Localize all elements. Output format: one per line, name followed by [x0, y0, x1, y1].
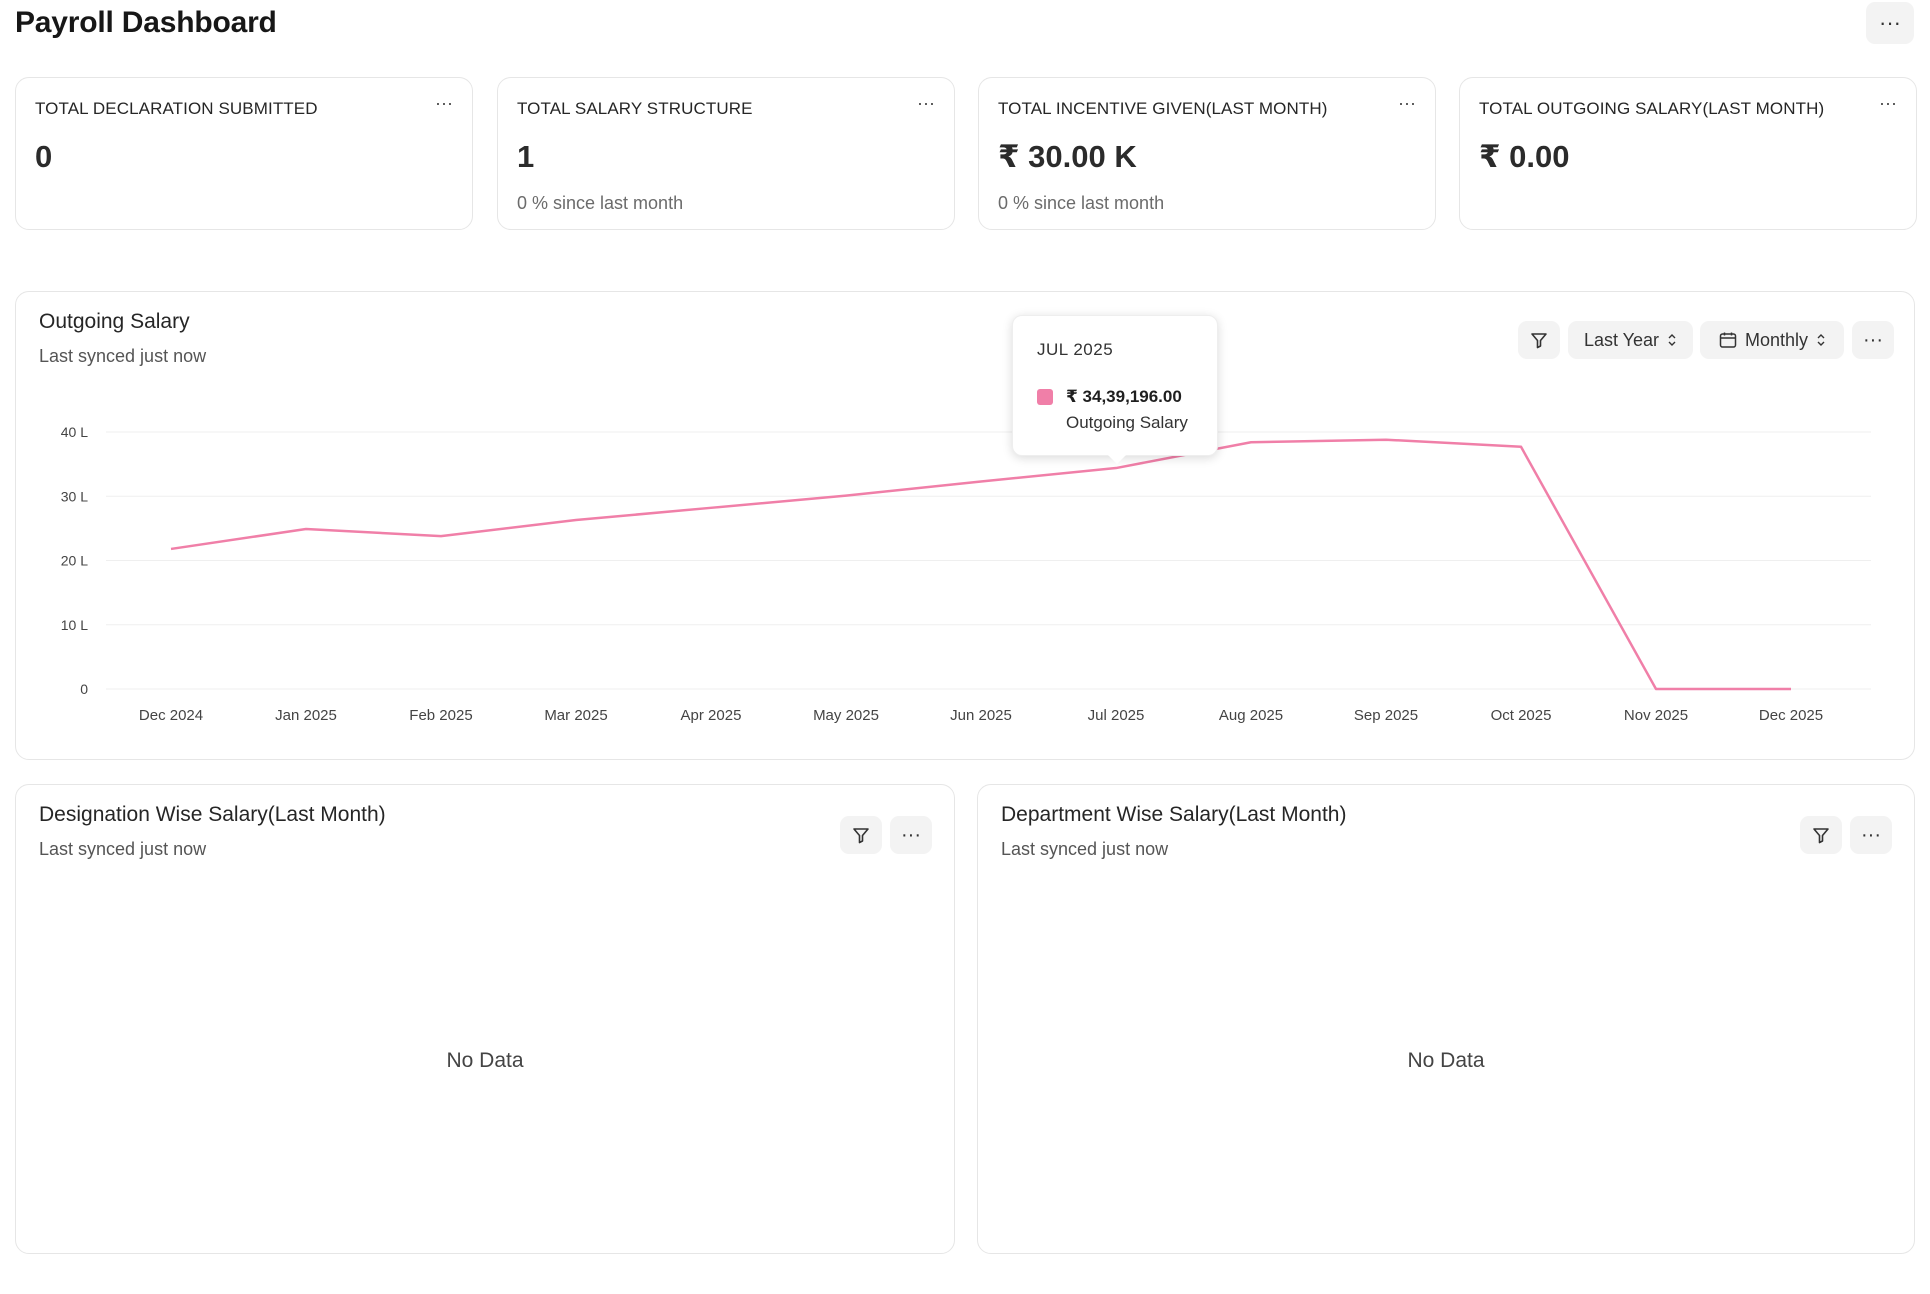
stat-label: TOTAL DECLARATION SUBMITTED: [35, 99, 318, 118]
interval-select[interactable]: Monthly: [1700, 321, 1844, 359]
tooltip-series-name: Outgoing Salary: [1066, 413, 1188, 432]
stat-label: TOTAL OUTGOING SALARY(LAST MONTH): [1479, 99, 1825, 118]
tooltip-pointer: [1108, 455, 1126, 464]
page-more-button[interactable]: ···: [1866, 2, 1914, 44]
x-tick-label: Aug 2025: [1219, 707, 1283, 724]
sort-chevrons-icon: [1668, 334, 1676, 346]
stat-value: ₹ 0.00: [1479, 139, 1570, 174]
x-tick-label: Mar 2025: [544, 707, 607, 724]
stat-card-incentive: TOTAL INCENTIVE GIVEN(LAST MONTH) ··· ₹ …: [978, 77, 1436, 230]
stat-card-declaration: TOTAL DECLARATION SUBMITTED ··· 0: [15, 77, 473, 230]
x-tick-label: Dec 2024: [139, 707, 203, 724]
stat-value: ₹ 30.00 K: [998, 139, 1137, 174]
filter-icon: [1531, 333, 1547, 349]
y-tick-label: 20 L: [61, 553, 88, 569]
series-line-outgoing-salary: [170, 438, 1791, 691]
outgoing-salary-line-chart: 0 10 L 20 L 30 L 40 L Dec 2024 Jan 2025 Feb 202…: [61, 424, 1871, 724]
x-tick-label: Nov 2025: [1624, 707, 1688, 724]
y-tick-label: 10 L: [61, 617, 88, 633]
stat-more-button[interactable]: ···: [1398, 93, 1416, 113]
chart-title: Outgoing Salary: [39, 310, 190, 333]
tooltip-value: ₹ 34,39,196.00: [1066, 387, 1182, 406]
stat-card-outgoing: TOTAL OUTGOING SALARY(LAST MONTH) ··· ₹ …: [1459, 77, 1917, 230]
interval-label: Monthly: [1744, 329, 1809, 350]
y-tick-label: 30 L: [61, 488, 88, 504]
x-tick-label: Jan 2025: [275, 707, 337, 724]
stat-change: 0 % since last month: [998, 193, 1165, 213]
stat-more-button[interactable]: ···: [1879, 93, 1897, 113]
stat-more-button[interactable]: ···: [435, 93, 453, 113]
sort-chevrons-icon: [1817, 334, 1825, 346]
stat-label: TOTAL INCENTIVE GIVEN(LAST MONTH): [998, 99, 1328, 118]
department-salary-card: Department Wise Salary(Last Month) Last …: [977, 784, 1915, 1254]
last-synced-text: Last synced just now: [39, 346, 207, 366]
filter-button[interactable]: [840, 816, 882, 854]
x-tick-label: May 2025: [813, 707, 879, 724]
y-tick-label: 40 L: [61, 424, 88, 440]
calendar-icon: [1719, 332, 1737, 348]
stat-more-button[interactable]: ···: [917, 93, 935, 113]
card-title: Designation Wise Salary(Last Month): [39, 803, 386, 826]
chart-more-button[interactable]: ···: [1852, 321, 1894, 359]
x-tick-label: Apr 2025: [681, 707, 742, 724]
stat-card-salary-structure: TOTAL SALARY STRUCTURE ··· 1 0 % since l…: [497, 77, 955, 230]
x-tick-label: Oct 2025: [1491, 707, 1552, 724]
filter-icon: [1813, 828, 1829, 844]
filter-button[interactable]: [1800, 816, 1842, 854]
filter-button[interactable]: [1518, 321, 1560, 359]
designation-salary-card: Designation Wise Salary(Last Month) Last…: [15, 784, 955, 1254]
no-data-text: No Data: [446, 1049, 524, 1072]
tooltip-series-swatch: [1037, 389, 1053, 405]
x-tick-label: Dec 2025: [1759, 707, 1823, 724]
last-synced-text: Last synced just now: [39, 839, 207, 859]
x-tick-label: Sep 2025: [1354, 707, 1418, 724]
stat-value: 1: [517, 139, 535, 174]
x-tick-label: Jul 2025: [1088, 707, 1145, 724]
last-synced-text: Last synced just now: [1001, 839, 1169, 859]
date-range-select[interactable]: Last Year: [1568, 321, 1693, 359]
page-title: Payroll Dashboard: [15, 6, 277, 39]
x-tick-label: Jun 2025: [950, 707, 1012, 724]
stat-change: 0 % since last month: [517, 193, 684, 213]
tooltip-title: JUL 2025: [1037, 340, 1114, 359]
outgoing-salary-card: Outgoing Salary Last synced just now Las…: [15, 291, 1915, 760]
card-title: Department Wise Salary(Last Month): [1001, 803, 1347, 826]
filter-icon: [853, 828, 869, 844]
y-tick-label: 0: [80, 681, 88, 697]
x-tick-label: Feb 2025: [409, 707, 472, 724]
no-data-text: No Data: [1407, 1049, 1485, 1072]
card-more-button[interactable]: ···: [890, 816, 932, 854]
stat-value: 0: [35, 139, 53, 174]
chart-tooltip: JUL 2025 ₹ 34,39,196.00 Outgoing Salary: [1012, 315, 1218, 464]
date-range-label: Last Year: [1583, 329, 1660, 350]
card-more-button[interactable]: ···: [1850, 816, 1892, 854]
stat-label: TOTAL SALARY STRUCTURE: [517, 99, 753, 118]
